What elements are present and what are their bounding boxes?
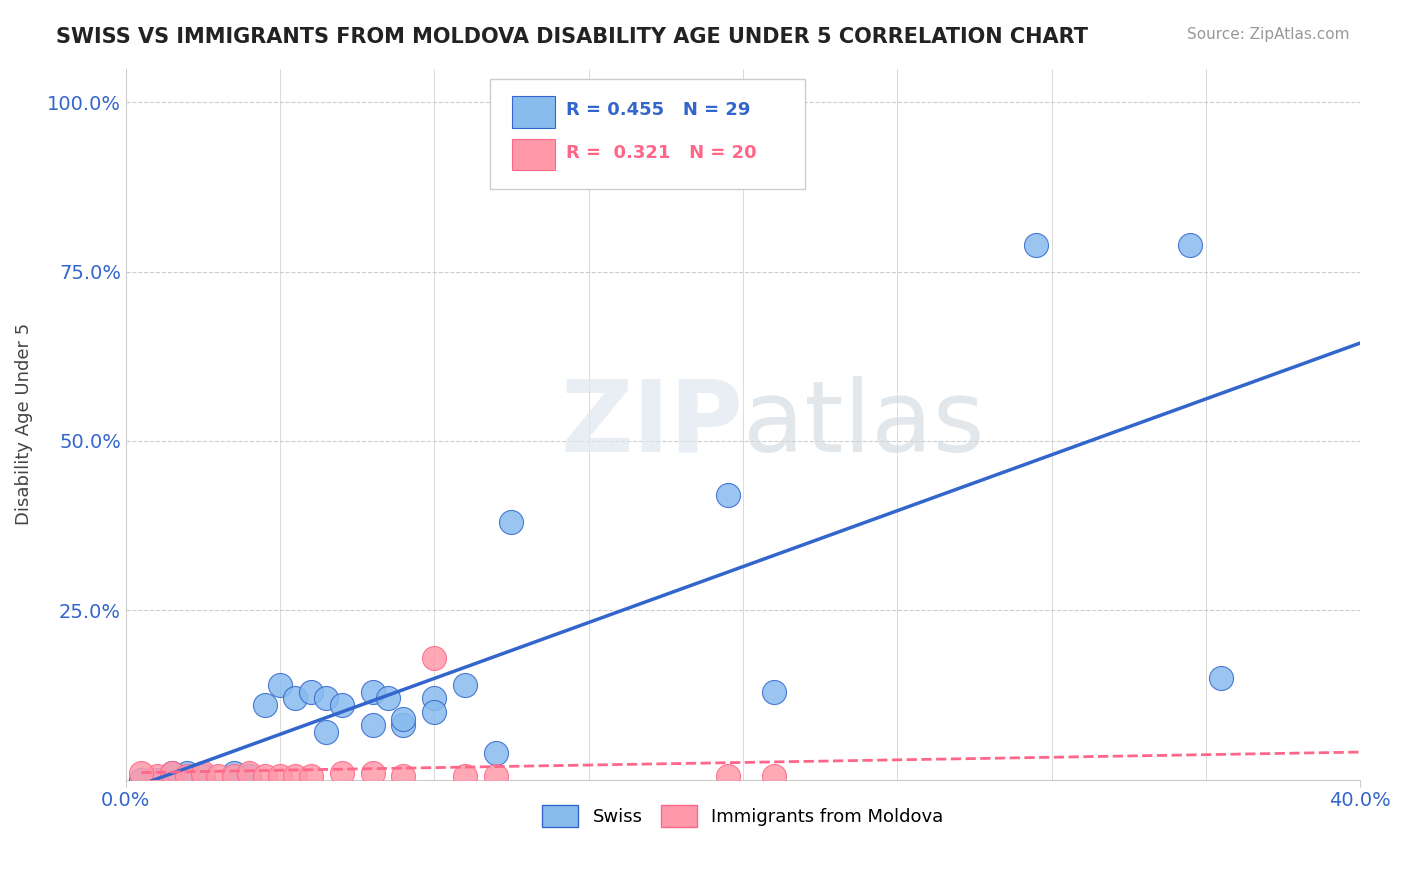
Point bbox=[284, 691, 307, 706]
Point bbox=[454, 769, 477, 783]
Point bbox=[129, 772, 152, 787]
Text: Source: ZipAtlas.com: Source: ZipAtlas.com bbox=[1187, 27, 1350, 42]
Point bbox=[762, 684, 785, 698]
Point bbox=[176, 769, 198, 783]
Point bbox=[284, 769, 307, 783]
Point bbox=[361, 718, 384, 732]
Point bbox=[485, 769, 508, 783]
Point bbox=[222, 769, 245, 783]
Point bbox=[377, 691, 399, 706]
Point bbox=[501, 515, 523, 529]
Point bbox=[423, 691, 446, 706]
Point bbox=[454, 678, 477, 692]
Text: SWISS VS IMMIGRANTS FROM MOLDOVA DISABILITY AGE UNDER 5 CORRELATION CHART: SWISS VS IMMIGRANTS FROM MOLDOVA DISABIL… bbox=[56, 27, 1088, 46]
Point bbox=[299, 684, 322, 698]
Point bbox=[392, 712, 415, 726]
Point bbox=[330, 698, 353, 712]
Point bbox=[392, 718, 415, 732]
Text: ZIP: ZIP bbox=[560, 376, 742, 473]
Point bbox=[1211, 671, 1233, 685]
Point bbox=[160, 765, 183, 780]
Point bbox=[238, 769, 260, 783]
Point bbox=[253, 698, 276, 712]
Legend: Swiss, Immigrants from Moldova: Swiss, Immigrants from Moldova bbox=[536, 798, 950, 835]
Point bbox=[361, 765, 384, 780]
Point bbox=[253, 769, 276, 783]
Point bbox=[191, 765, 214, 780]
FancyBboxPatch shape bbox=[489, 79, 804, 189]
Point bbox=[315, 725, 337, 739]
Point bbox=[191, 769, 214, 783]
Text: atlas: atlas bbox=[742, 376, 984, 473]
Point bbox=[299, 769, 322, 783]
Point bbox=[485, 746, 508, 760]
Point bbox=[762, 769, 785, 783]
Point bbox=[716, 769, 738, 783]
Point bbox=[238, 765, 260, 780]
Point bbox=[1180, 237, 1202, 252]
Point bbox=[392, 769, 415, 783]
Point bbox=[207, 769, 229, 783]
Point bbox=[222, 765, 245, 780]
Text: R =  0.321   N = 20: R = 0.321 N = 20 bbox=[567, 145, 756, 162]
FancyBboxPatch shape bbox=[512, 96, 555, 128]
Point bbox=[269, 678, 291, 692]
Point bbox=[315, 691, 337, 706]
Point bbox=[145, 769, 167, 783]
Point bbox=[423, 650, 446, 665]
Point bbox=[361, 684, 384, 698]
Point bbox=[269, 769, 291, 783]
Point bbox=[145, 772, 167, 787]
Point bbox=[1025, 237, 1047, 252]
Point bbox=[423, 705, 446, 719]
Point bbox=[129, 765, 152, 780]
Text: R = 0.455   N = 29: R = 0.455 N = 29 bbox=[567, 102, 751, 120]
Point bbox=[716, 488, 738, 502]
Y-axis label: Disability Age Under 5: Disability Age Under 5 bbox=[15, 323, 32, 525]
Point bbox=[330, 765, 353, 780]
FancyBboxPatch shape bbox=[512, 139, 555, 170]
Point bbox=[176, 765, 198, 780]
Point bbox=[160, 765, 183, 780]
